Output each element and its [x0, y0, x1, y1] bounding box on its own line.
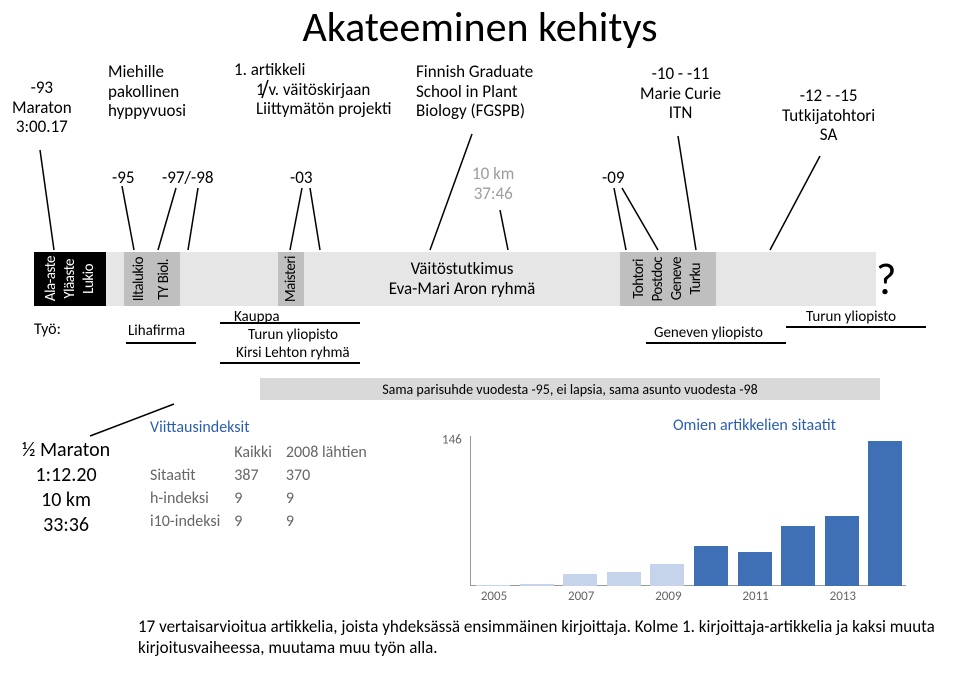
- question-mark: ?: [876, 252, 896, 306]
- ann-09: -09: [602, 168, 624, 188]
- ann-10km: 10 km37:46: [472, 164, 514, 203]
- ann-tutk: -12 - -15TutkijatohtoriSA: [782, 86, 875, 145]
- half-marathon-text: ½ Maraton1:12.2010 km33:36: [22, 438, 110, 538]
- ann-artikkeli: 1. artikkeli 1 v. väitöskirjaan Liittymä…: [234, 60, 391, 119]
- summary-text: 17 vertaisarvioitua artikkelia, joista y…: [138, 616, 938, 659]
- ann-97: -97/-98: [162, 168, 213, 188]
- vaitos-text: VäitöstutkimusEva-Mari Aron ryhmä: [389, 259, 536, 300]
- ann-hyppy: Miehillepakollinenhyppyvuosi: [108, 62, 186, 121]
- page-title: Akateeminen kehitys: [0, 2, 960, 53]
- ann-maraton: -93Maraton3:00.17: [12, 78, 72, 137]
- relationship-bar: Sama parisuhde vuodesta -95, ei lapsia, …: [260, 378, 880, 400]
- ann-95: -95: [112, 168, 134, 188]
- timeline-bar: Ala-aste Yläaste Lukio Iltalukio TY Biol…: [34, 252, 926, 306]
- ann-fgspb: Finnish GraduateSchool in PlantBiology (…: [416, 62, 533, 121]
- citation-bar-chart: Omien artikkelien sitaatit 1462005200720…: [440, 410, 926, 608]
- ann-marie: -10 - -11Marie CurieITN: [640, 64, 721, 123]
- citation-index-table: Viittausindeksit Kaikki2008 lähtienSitaa…: [140, 410, 440, 608]
- bottom-charts: Viittausindeksit Kaikki2008 lähtienSitaa…: [140, 410, 926, 608]
- ann-03: -03: [290, 168, 312, 188]
